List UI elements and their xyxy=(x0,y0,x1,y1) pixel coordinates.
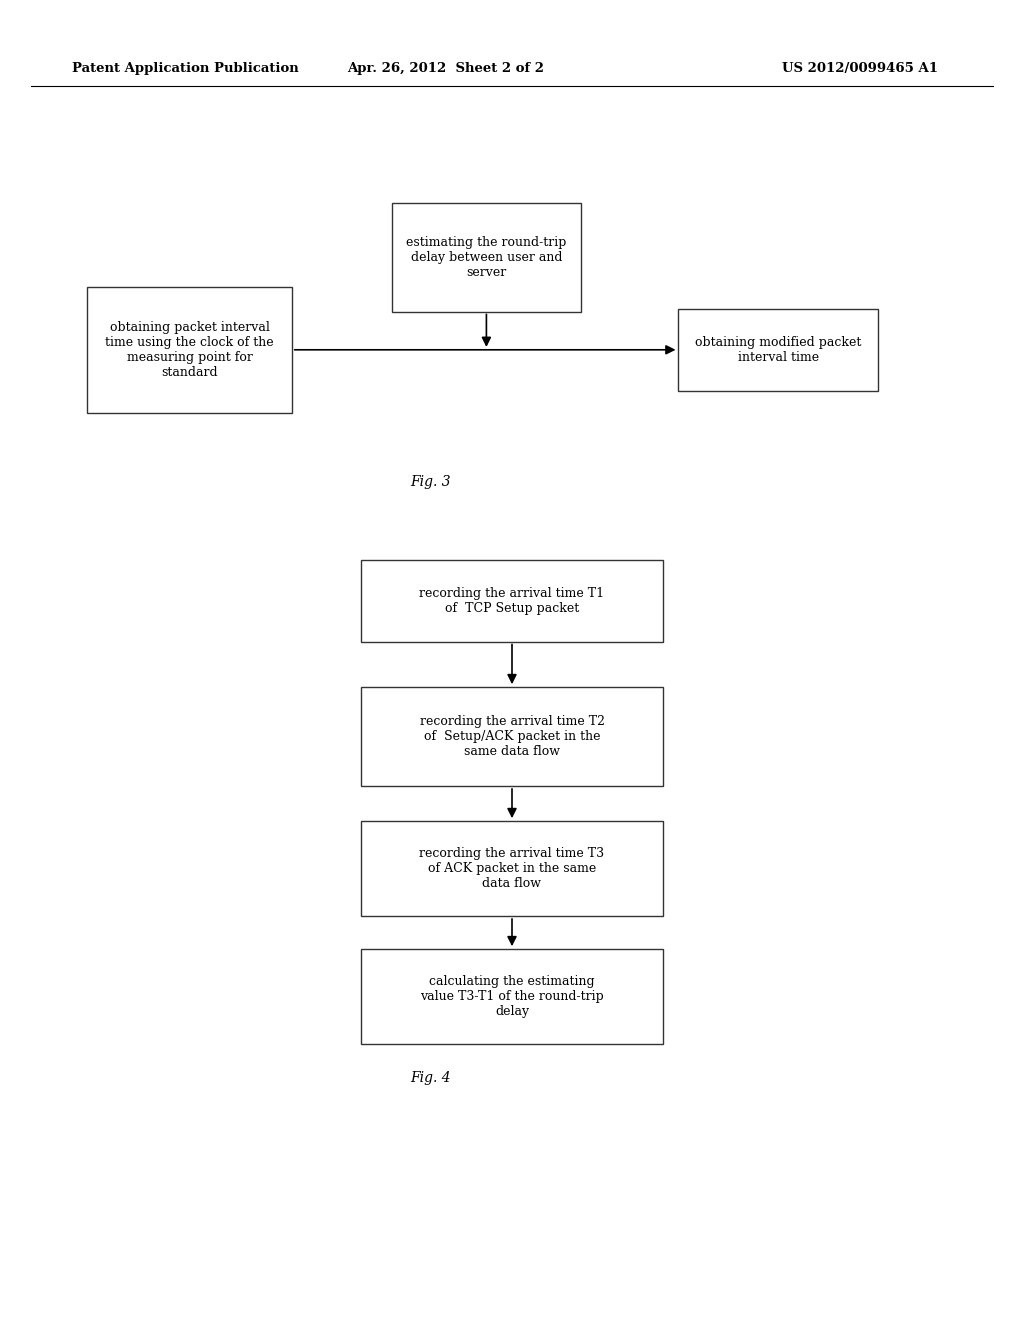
FancyBboxPatch shape xyxy=(361,560,664,642)
Text: calculating the estimating
value T3-T1 of the round-trip
delay: calculating the estimating value T3-T1 o… xyxy=(420,975,604,1018)
FancyBboxPatch shape xyxy=(678,309,878,391)
Text: estimating the round-trip
delay between user and
server: estimating the round-trip delay between … xyxy=(407,236,566,279)
FancyBboxPatch shape xyxy=(361,821,664,916)
Text: Patent Application Publication: Patent Application Publication xyxy=(72,62,298,75)
Text: recording the arrival time T3
of ACK packet in the same
data flow: recording the arrival time T3 of ACK pac… xyxy=(420,847,604,890)
FancyBboxPatch shape xyxy=(361,686,664,787)
FancyBboxPatch shape xyxy=(87,288,292,412)
Text: obtaining packet interval
time using the clock of the
measuring point for
standa: obtaining packet interval time using the… xyxy=(105,321,273,379)
Text: recording the arrival time T1
of  TCP Setup packet: recording the arrival time T1 of TCP Set… xyxy=(420,586,604,615)
Text: Apr. 26, 2012  Sheet 2 of 2: Apr. 26, 2012 Sheet 2 of 2 xyxy=(347,62,544,75)
Text: recording the arrival time T2
of  Setup/ACK packet in the
same data flow: recording the arrival time T2 of Setup/A… xyxy=(420,715,604,758)
Text: Fig. 3: Fig. 3 xyxy=(410,475,451,488)
FancyBboxPatch shape xyxy=(361,949,664,1044)
Text: Fig. 4: Fig. 4 xyxy=(410,1072,451,1085)
FancyBboxPatch shape xyxy=(391,203,581,312)
Text: obtaining modified packet
interval time: obtaining modified packet interval time xyxy=(695,335,861,364)
Text: US 2012/0099465 A1: US 2012/0099465 A1 xyxy=(782,62,938,75)
